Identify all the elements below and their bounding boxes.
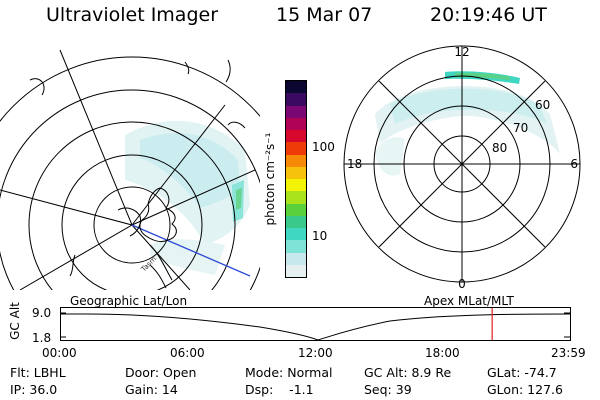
colorbar-band bbox=[286, 117, 306, 130]
timeline-xtick-0600: 06:00 bbox=[170, 346, 205, 360]
timeline-xtick-0000: 00:00 bbox=[42, 346, 77, 360]
lat-label-80: 80 bbox=[492, 141, 507, 155]
time-label: 20:19:46 UT bbox=[430, 4, 547, 26]
app-title: Ultraviolet Imager bbox=[46, 4, 219, 26]
info-door: Door: Open bbox=[125, 365, 197, 380]
altitude-timeline bbox=[60, 307, 571, 341]
timeline-xtick-1200: 12:00 bbox=[298, 346, 333, 360]
timeline-xtick-1800: 18:00 bbox=[425, 346, 460, 360]
mlat-mlt-plot: 12 0 18 6 60 70 80 bbox=[343, 45, 581, 291]
colorbar-unit-label: photon cm⁻²s⁻¹ bbox=[263, 132, 277, 226]
colorbar-unit-container: photon cm⁻²s⁻¹ bbox=[262, 115, 278, 245]
altitude-curve bbox=[61, 313, 571, 341]
info-gc-alt: GC Alt: 8.9 Re bbox=[364, 365, 452, 380]
info-filter: Flt: LBHL bbox=[10, 365, 66, 380]
timeline-axis-label: GC Alt bbox=[8, 302, 22, 340]
timeline-ytick-bottom: 1.8 bbox=[32, 331, 52, 345]
colorbar-band bbox=[286, 191, 306, 204]
lat-label-70: 70 bbox=[513, 121, 528, 135]
colorbar-band bbox=[286, 166, 306, 179]
polar-aurora-emission bbox=[375, 71, 560, 176]
colorbar bbox=[285, 80, 307, 278]
timeline-ytick-top: 9.0 bbox=[32, 306, 52, 320]
colorbar-band bbox=[286, 252, 306, 265]
timeline-xtick-2359: 23:59 bbox=[551, 346, 586, 360]
info-glat: GLat: -74.7 bbox=[487, 365, 557, 380]
colorbar-tick-10: 10 bbox=[312, 229, 328, 243]
colorbar-band bbox=[286, 203, 306, 216]
info-ip: IP: 36.0 bbox=[10, 382, 58, 397]
colorbar-band bbox=[286, 228, 306, 241]
colorbar-band bbox=[286, 264, 306, 277]
colorbar-band bbox=[286, 154, 306, 167]
colorbar-band bbox=[286, 81, 306, 94]
info-gain: Gain: 14 bbox=[125, 382, 178, 397]
mlt-label-0: 0 bbox=[458, 277, 466, 291]
colorbar-band bbox=[286, 215, 306, 228]
colorbar-tick-100: 100 bbox=[312, 140, 335, 154]
info-mode: Mode: Normal bbox=[245, 365, 333, 380]
colorbar-band bbox=[286, 240, 306, 253]
info-seq: Seq: 39 bbox=[364, 382, 412, 397]
coastlines bbox=[29, 59, 246, 289]
colorbar-band bbox=[286, 142, 306, 155]
colorbar-band bbox=[286, 93, 306, 106]
geographic-caption: Geographic Lat/Lon bbox=[70, 294, 188, 308]
mlt-label-18: 18 bbox=[347, 157, 362, 171]
mlt-label-6: 6 bbox=[570, 157, 578, 171]
colorbar-band bbox=[286, 130, 306, 143]
mlt-label-12: 12 bbox=[454, 45, 469, 59]
info-dsp: Dsp: -1.1 bbox=[245, 382, 314, 397]
meridian-highlight bbox=[131, 224, 251, 277]
geographic-map: Tasm bbox=[0, 49, 260, 290]
colorbar-band bbox=[286, 179, 306, 192]
apex-caption: Apex MLat/MLT bbox=[424, 294, 514, 308]
date-label: 15 Mar 07 bbox=[276, 4, 373, 26]
lat-label-60: 60 bbox=[535, 98, 550, 112]
info-glon: GLon: 127.6 bbox=[487, 382, 563, 397]
colorbar-band bbox=[286, 105, 306, 118]
